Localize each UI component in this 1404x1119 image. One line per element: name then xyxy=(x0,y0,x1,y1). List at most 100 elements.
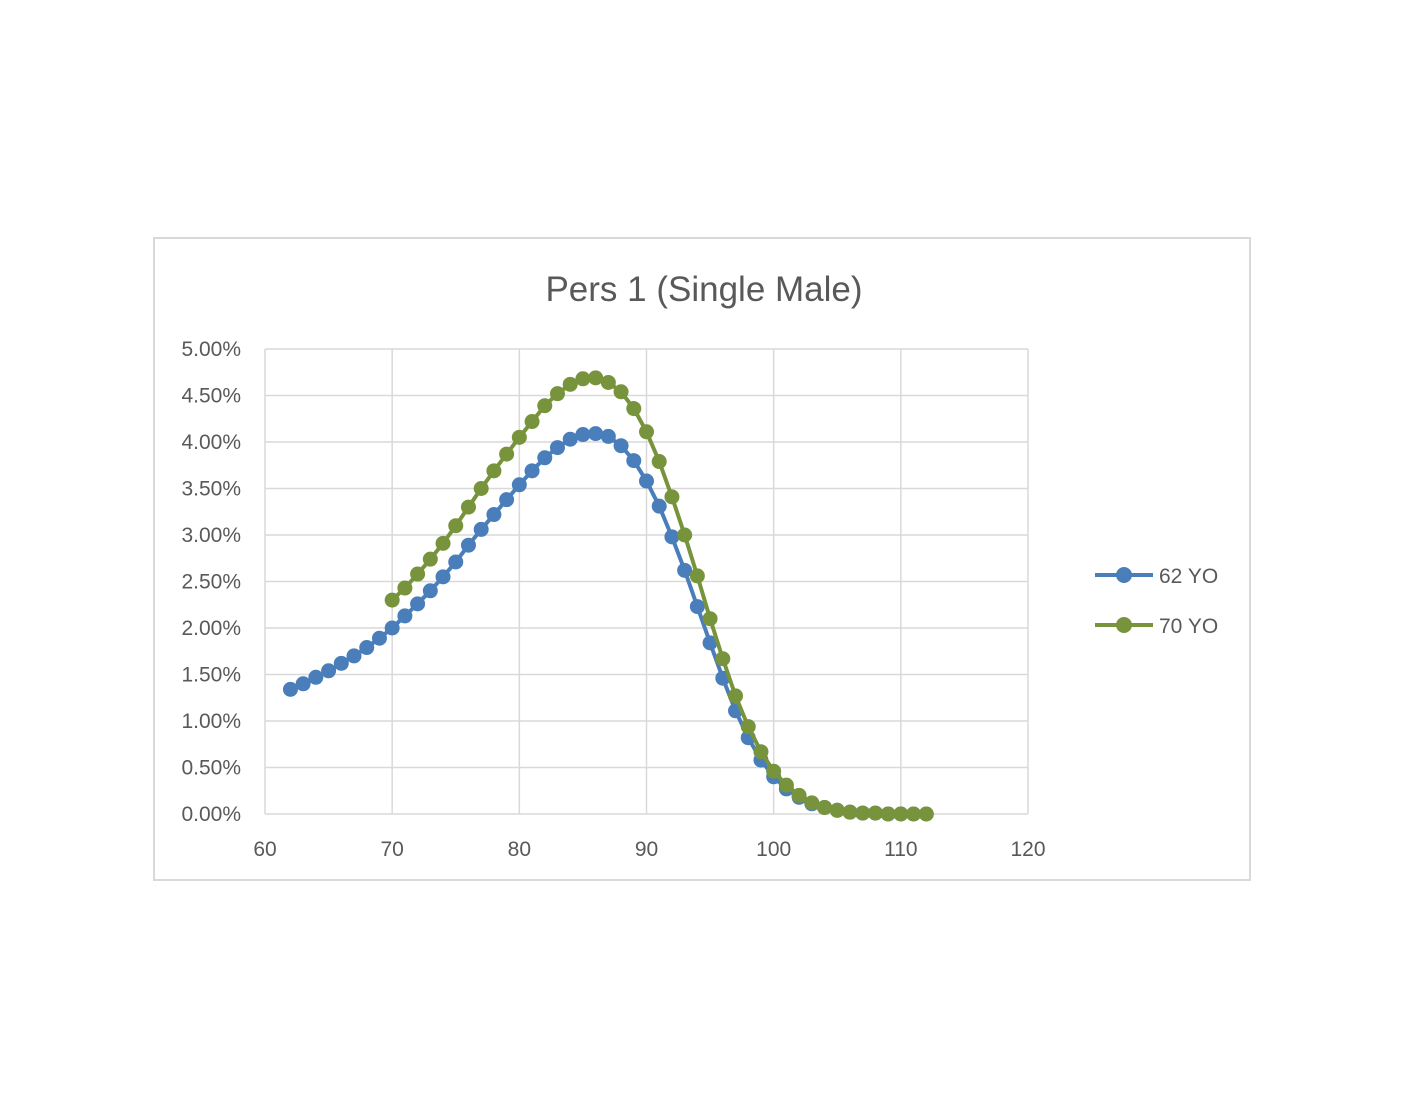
data-point xyxy=(511,477,527,493)
data-point xyxy=(893,806,909,822)
y-tick-label: 3.00% xyxy=(181,524,241,547)
data-point xyxy=(753,744,769,760)
data-point xyxy=(346,648,362,664)
legend-item: 62 YO xyxy=(1095,565,1218,588)
data-point xyxy=(664,489,680,505)
data-point xyxy=(537,450,553,466)
data-point xyxy=(448,518,464,534)
legend-label: 62 YO xyxy=(1159,565,1218,588)
data-point xyxy=(575,427,591,443)
data-point xyxy=(778,777,794,793)
y-tick-label: 2.50% xyxy=(181,571,241,594)
y-tick-label: 4.00% xyxy=(181,431,241,454)
data-point xyxy=(600,428,616,444)
data-point xyxy=(702,635,718,651)
data-point xyxy=(422,583,438,599)
axes: 0.00% 0.50% 1.00% 1.50% 2.00% 2.50% 3.00% 3.50%… xyxy=(181,338,1045,861)
y-tick-label: 3.50% xyxy=(181,478,241,501)
data-point xyxy=(715,651,731,667)
data-point xyxy=(702,611,718,627)
data-point xyxy=(448,554,464,570)
data-point xyxy=(918,806,934,822)
data-point xyxy=(524,463,540,479)
data-point xyxy=(537,398,553,414)
y-tick-label: 5.00% xyxy=(181,338,241,361)
x-tick-label: 110 xyxy=(884,838,917,861)
data-point xyxy=(651,498,667,514)
data-point xyxy=(791,787,807,803)
data-point xyxy=(295,676,311,692)
y-tick-label: 1.50% xyxy=(181,664,241,687)
data-point xyxy=(435,535,451,551)
data-point xyxy=(499,492,515,508)
data-point xyxy=(397,580,413,596)
data-point xyxy=(499,446,515,462)
legend-item: 70 YO xyxy=(1095,615,1218,638)
x-tick-label: 80 xyxy=(508,838,531,861)
data-point xyxy=(664,529,680,545)
data-point xyxy=(511,429,527,445)
data-point xyxy=(397,608,413,624)
x-tick-label: 90 xyxy=(635,838,658,861)
data-point xyxy=(410,566,426,582)
data-point xyxy=(371,630,387,646)
data-point xyxy=(817,799,833,815)
data-point xyxy=(651,454,667,470)
data-point xyxy=(435,569,451,585)
data-point xyxy=(613,438,629,454)
data-point xyxy=(906,806,922,822)
legend-label: 70 YO xyxy=(1159,615,1218,638)
data-point xyxy=(588,426,604,442)
data-point xyxy=(689,599,705,615)
data-point xyxy=(524,414,540,430)
data-point xyxy=(562,431,578,447)
y-tick-label: 2.00% xyxy=(181,617,241,640)
data-point xyxy=(308,669,324,685)
gridlines xyxy=(264,348,1029,815)
data-point xyxy=(549,440,565,456)
data-point xyxy=(473,481,489,496)
data-point xyxy=(600,374,616,390)
data-point xyxy=(626,401,642,417)
y-tick-label: 0.50% xyxy=(181,757,241,780)
data-point xyxy=(613,384,629,400)
legend-marker xyxy=(1116,567,1132,583)
y-tick-label: 4.50% xyxy=(181,385,241,408)
data-point xyxy=(575,371,591,387)
data-point xyxy=(829,802,845,818)
line-chart: Pers 1 (Single Male) 0.00% 0.50% 1.00% 1.50… xyxy=(181,270,1218,861)
data-point xyxy=(486,507,502,523)
legend: 62 YO 70 YO xyxy=(1095,565,1218,638)
x-tick-label: 70 xyxy=(380,838,403,861)
data-point xyxy=(384,592,400,608)
x-tick-label: 120 xyxy=(1010,838,1045,861)
y-tick-label: 1.00% xyxy=(181,710,241,733)
data-point xyxy=(804,795,820,811)
data-point xyxy=(359,640,375,656)
data-point xyxy=(486,463,502,479)
data-point xyxy=(410,596,426,612)
data-point xyxy=(855,805,871,821)
data-point xyxy=(880,806,896,822)
data-point xyxy=(460,499,476,515)
x-tick-label: 100 xyxy=(756,838,791,861)
data-point xyxy=(867,805,883,821)
chart-title: Pers 1 (Single Male) xyxy=(545,270,862,309)
data-point xyxy=(473,521,489,537)
series-line xyxy=(289,431,927,816)
data-point xyxy=(842,804,858,820)
series-line xyxy=(390,375,927,816)
x-tick-label: 60 xyxy=(253,838,276,861)
series-62-yo xyxy=(282,426,934,822)
data-point xyxy=(333,655,349,671)
data-point xyxy=(639,424,654,440)
data-point xyxy=(677,562,693,578)
y-tick-label: 0.00% xyxy=(181,803,241,826)
data-point xyxy=(460,537,476,553)
data-point xyxy=(384,620,400,636)
data-point xyxy=(549,386,565,402)
legend-marker xyxy=(1116,617,1132,633)
data-point xyxy=(677,527,693,543)
data-point xyxy=(728,688,744,704)
data-point xyxy=(562,376,578,392)
